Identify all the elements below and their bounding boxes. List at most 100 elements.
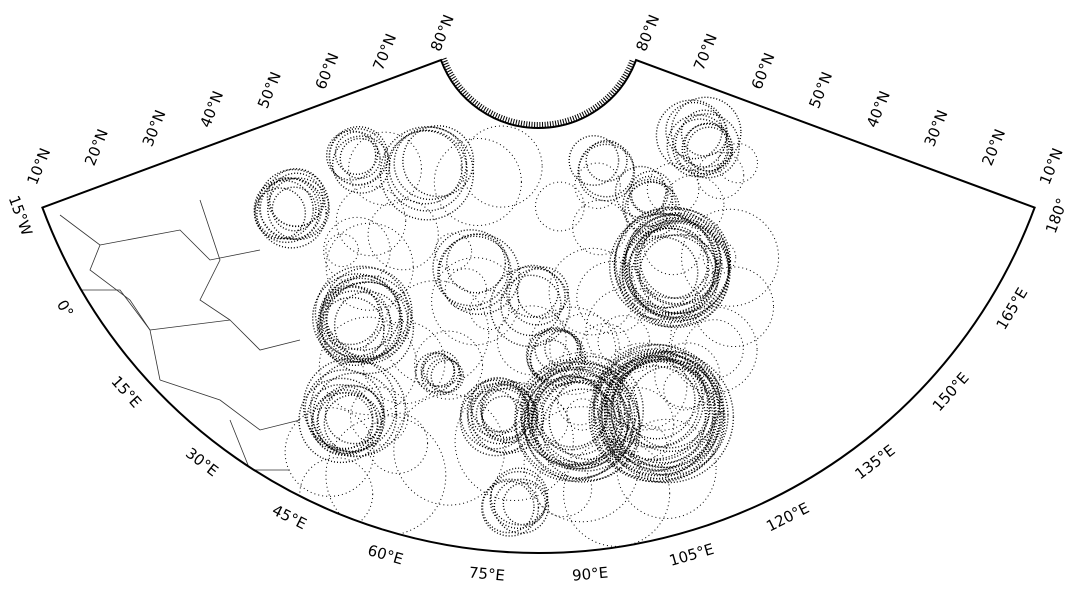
latitude-label-right: 10°N: [1036, 145, 1067, 187]
latitude-label-right: 20°N: [978, 126, 1009, 168]
frame-tick: [449, 74, 454, 77]
track-circle: [434, 138, 521, 225]
frame-tick: [498, 114, 500, 120]
frame-tick: [605, 96, 609, 100]
track-circle: [550, 314, 620, 384]
longitude-label: 15°E: [108, 372, 145, 411]
track-circle: [312, 393, 373, 454]
frame-tick: [550, 121, 551, 127]
frame-tick: [462, 91, 466, 95]
frame-tick: [454, 81, 459, 84]
frame-tick: [570, 117, 572, 123]
latitude-label-right: 80°N: [632, 12, 663, 54]
frame-tick: [597, 102, 601, 107]
map: 15°W0°15°E30°E45°E60°E75°E90°E105°E120°E…: [0, 0, 1070, 590]
frame-tick: [612, 89, 617, 93]
track-circle: [389, 131, 462, 204]
frame-tick: [526, 121, 527, 127]
frame-tick: [586, 109, 589, 114]
frame-tick: [481, 106, 484, 111]
longitude-label: 135°E: [852, 441, 899, 483]
track-circle: [685, 320, 743, 378]
track-circle: [663, 175, 724, 236]
frame-tick: [500, 115, 502, 121]
track-circle: [318, 291, 392, 365]
frame-tick: [521, 121, 522, 127]
frame-tick: [472, 99, 476, 104]
longitude-label: 120°E: [763, 499, 812, 536]
frame-tick: [624, 72, 629, 75]
border: [60, 215, 160, 380]
track-circle: [470, 291, 509, 330]
border: [200, 200, 230, 320]
frame-tick: [459, 87, 464, 91]
track-circle: [629, 425, 667, 463]
frame-tick: [457, 85, 462, 89]
border: [160, 380, 300, 430]
frame-tick: [529, 122, 530, 128]
frame-tick: [505, 117, 507, 123]
track-circle: [327, 276, 411, 360]
latitude-label-left: 80°N: [427, 12, 458, 54]
track-circle: [482, 479, 539, 536]
track-circle: [300, 458, 373, 531]
frame-tick: [474, 101, 478, 106]
frame-tick: [442, 60, 448, 62]
latitude-label-left: 60°N: [312, 50, 343, 92]
track-circle: [438, 236, 511, 309]
frame-tick: [560, 120, 561, 126]
frame-tick: [524, 121, 525, 127]
track-circle: [333, 136, 390, 193]
longitude-label: 45°E: [269, 501, 309, 533]
frame-tick: [625, 70, 630, 73]
frame-tick: [513, 119, 514, 125]
track-circle: [491, 468, 548, 525]
track-circle: [594, 345, 724, 475]
frame-tick: [617, 83, 622, 87]
track-circle: [259, 170, 329, 240]
map-frame: [42, 58, 1034, 553]
track-circle: [586, 140, 627, 181]
track-circle: [445, 269, 486, 310]
track-circle: [471, 390, 517, 436]
frame-tick: [580, 113, 583, 118]
track-circle: [255, 181, 313, 239]
frame-tick: [510, 118, 512, 124]
track-circle: [557, 380, 601, 424]
frame-tick: [508, 118, 510, 124]
frame-tick: [479, 104, 482, 109]
track-circle: [415, 331, 483, 399]
frame-tick: [495, 113, 498, 118]
track-circle: [368, 200, 438, 270]
track-circle: [517, 267, 568, 318]
frame-tick: [611, 90, 615, 94]
track-circle: [694, 267, 774, 347]
track-circle: [503, 483, 545, 525]
frame-tick: [563, 119, 564, 125]
labels: 15°W0°15°E30°E45°E60°E75°E90°E105°E120°E…: [5, 12, 1070, 585]
frame-tick: [476, 103, 480, 108]
frame-tick: [568, 118, 570, 124]
frame-tick: [599, 101, 603, 106]
track-circle: [647, 163, 699, 215]
longitude-label: 150°E: [929, 369, 973, 415]
frame-tick: [485, 108, 488, 113]
latitude-label-left: 30°N: [139, 107, 170, 149]
frame-tick: [483, 107, 486, 112]
track-circle: [605, 354, 722, 471]
frame-tick: [470, 98, 474, 103]
track-circle: [578, 144, 634, 200]
frame-tick: [503, 116, 505, 122]
frame-tick: [601, 99, 605, 104]
frame-tick: [593, 105, 596, 110]
longitude-label: 15°W: [5, 193, 36, 238]
track-circle: [673, 119, 728, 174]
frame-tick: [451, 76, 456, 79]
latitude-label-right: 70°N: [690, 31, 721, 73]
track-circle: [577, 262, 649, 334]
frame-tick: [630, 60, 636, 62]
border: [100, 230, 260, 260]
map-content: [60, 97, 779, 546]
frame-tick: [460, 89, 465, 93]
border: [150, 320, 300, 350]
